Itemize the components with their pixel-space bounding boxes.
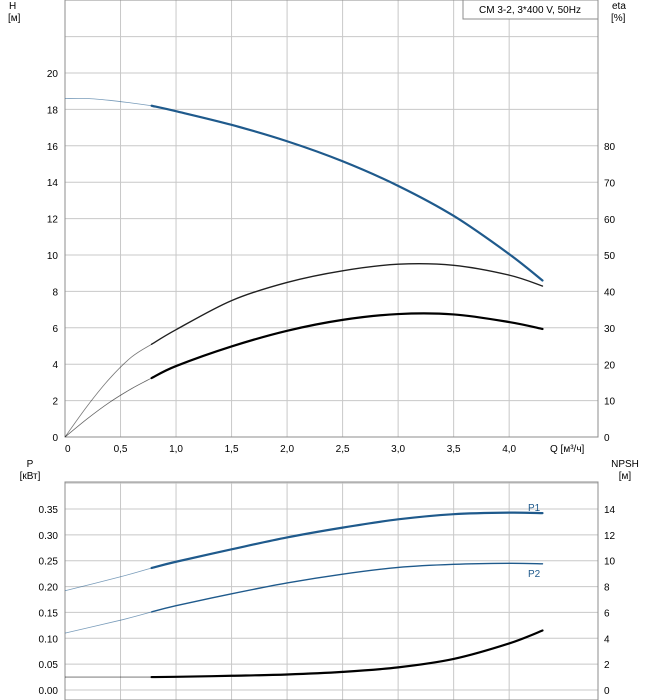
chart-title-box (462, 0, 599, 20)
head-curve-extension (64, 97, 152, 107)
head-tick-label: 8 (52, 287, 58, 298)
efficiency-tick-label: 80 (604, 142, 616, 153)
head-axis-unit: [м] (8, 13, 21, 24)
head-curve (150, 104, 544, 282)
power-p2-curve (150, 562, 544, 613)
npsh-tick-labels: 0 2 4 6 8 10 12 14 (604, 505, 616, 697)
efficiency-tick-label: 30 (604, 324, 616, 335)
power-tick-label: 0.30 (39, 531, 59, 542)
npsh-tick-label: 4 (604, 634, 610, 645)
bottom-plot-curves (64, 511, 544, 679)
power-p1-curve-extension (64, 567, 152, 592)
x-tick-label: 4,0 (502, 444, 516, 455)
efficiency-tick-label: 20 (604, 360, 616, 371)
npsh-tick-label: 6 (604, 608, 610, 619)
npsh-tick-label: 2 (604, 660, 610, 671)
x-tick-label: 3,5 (447, 444, 461, 455)
x-tick-label: 1,5 (225, 444, 239, 455)
npsh-axis-symbol: NPSH (611, 459, 639, 470)
power-tick-label: 0.10 (39, 634, 59, 645)
efficiency-tick-label: 0 (604, 433, 610, 444)
efficiency-hydraulic-curve (150, 312, 544, 380)
power-tick-label: 0.20 (39, 583, 59, 594)
efficiency-hydraulic-curve-extension (64, 377, 152, 438)
head-tick-label: 16 (47, 142, 59, 153)
efficiency-tick-label: 50 (604, 251, 616, 262)
efficiency-overall-curve-extension (64, 343, 152, 438)
power-tick-labels: 0.00 0.05 0.10 0.15 0.20 0.25 0.30 0.35 (39, 505, 59, 697)
power-p2-curve-extension (64, 611, 152, 634)
power-tick-label: 0.25 (39, 557, 59, 568)
efficiency-overall-curve (150, 262, 544, 345)
top-x-tick-labels: 0 0,5 1,0 1,5 2,0 2,5 3,0 3,5 4,0 (65, 444, 517, 455)
npsh-tick-label: 0 (604, 686, 610, 697)
head-tick-label: 6 (52, 324, 58, 335)
npsh-tick-label: 8 (604, 583, 610, 594)
head-axis-symbol: H (9, 1, 16, 12)
chart-title: CM 3-2, 3*400 V, 50Hz (479, 5, 581, 16)
top-plot-curves (64, 97, 544, 438)
head-tick-label: 10 (47, 251, 59, 262)
efficiency-tick-label: 60 (604, 215, 616, 226)
head-tick-label: 14 (47, 178, 59, 189)
efficiency-tick-label: 70 (604, 178, 616, 189)
head-tick-label: 0 (52, 433, 58, 444)
x-tick-label: 2,0 (280, 444, 294, 455)
flow-axis-label: Q [м³/ч] (550, 444, 585, 455)
x-tick-label: 0 (65, 444, 71, 455)
npsh-curve (150, 629, 544, 679)
top-plot-grid (64, 0, 598, 438)
series-label-p1: P1 (528, 503, 541, 514)
bottom-plot-grid (64, 482, 598, 700)
npsh-axis-unit: [м] (619, 471, 632, 482)
head-tick-labels: 0 2 4 6 8 10 12 14 16 18 20 (47, 69, 59, 444)
efficiency-axis-unit: [%] (611, 13, 626, 24)
x-tick-label: 3,0 (391, 444, 405, 455)
series-label-p2: P2 (528, 569, 541, 580)
power-tick-label: 0.15 (39, 608, 59, 619)
head-tick-label: 4 (52, 360, 58, 371)
power-tick-label: 0.05 (39, 660, 59, 671)
x-tick-label: 1,0 (169, 444, 183, 455)
efficiency-tick-label: 40 (604, 288, 616, 299)
head-tick-label: 20 (47, 69, 59, 80)
npsh-tick-label: 10 (604, 557, 616, 568)
power-axis-symbol: P (27, 459, 34, 470)
efficiency-axis-symbol: eta (612, 1, 626, 12)
head-tick-label: 2 (52, 397, 58, 408)
top-plot-frame (64, 0, 599, 438)
efficiency-tick-label: 10 (604, 397, 616, 408)
power-p1-curve (150, 511, 544, 570)
bottom-plot-frame (64, 481, 599, 700)
x-tick-label: 2,5 (336, 444, 350, 455)
x-tick-label: 0,5 (114, 444, 128, 455)
power-tick-label: 0.00 (39, 686, 59, 697)
power-axis-unit: [кВт] (20, 471, 41, 482)
npsh-tick-label: 14 (604, 505, 616, 516)
efficiency-tick-labels: 0 10 20 30 40 50 60 70 80 (604, 142, 616, 444)
head-tick-label: 12 (47, 215, 59, 226)
head-tick-label: 18 (47, 105, 59, 116)
power-tick-label: 0.35 (39, 505, 59, 516)
npsh-tick-label: 12 (604, 531, 616, 542)
